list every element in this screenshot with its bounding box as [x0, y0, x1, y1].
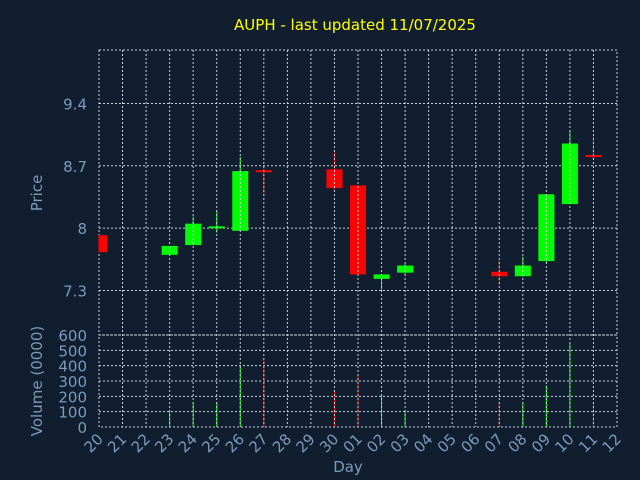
volume-tick-label: 500	[58, 342, 87, 360]
candle-body	[491, 271, 508, 277]
volume-tick-label: 600	[58, 327, 87, 345]
candle-body	[397, 265, 414, 273]
price-axis-label: Price	[28, 175, 46, 212]
candle-body	[99, 235, 107, 253]
volume-tick-label: 300	[58, 373, 87, 391]
candle-body	[373, 274, 390, 279]
candle-body	[561, 143, 578, 205]
candle-body	[585, 155, 602, 158]
volume-tick-label: 200	[58, 388, 87, 406]
volume-tick-label: 400	[58, 358, 87, 376]
price-tick-label: 7.3	[63, 282, 87, 300]
volume-axis-label: Volume (0000)	[28, 326, 46, 436]
chart-title: AUPH - last updated 11/07/2025	[234, 16, 476, 34]
price-tick-label: 8.7	[63, 158, 87, 176]
price-tick-label: 9.4	[63, 95, 87, 113]
volume-tick-label: 100	[58, 404, 87, 422]
volume-tick-label: 0	[77, 419, 87, 437]
candle-body	[232, 171, 249, 231]
candle-body	[350, 185, 366, 275]
price-tick-label: 8	[77, 220, 87, 238]
x-axis-label: Day	[333, 458, 363, 476]
